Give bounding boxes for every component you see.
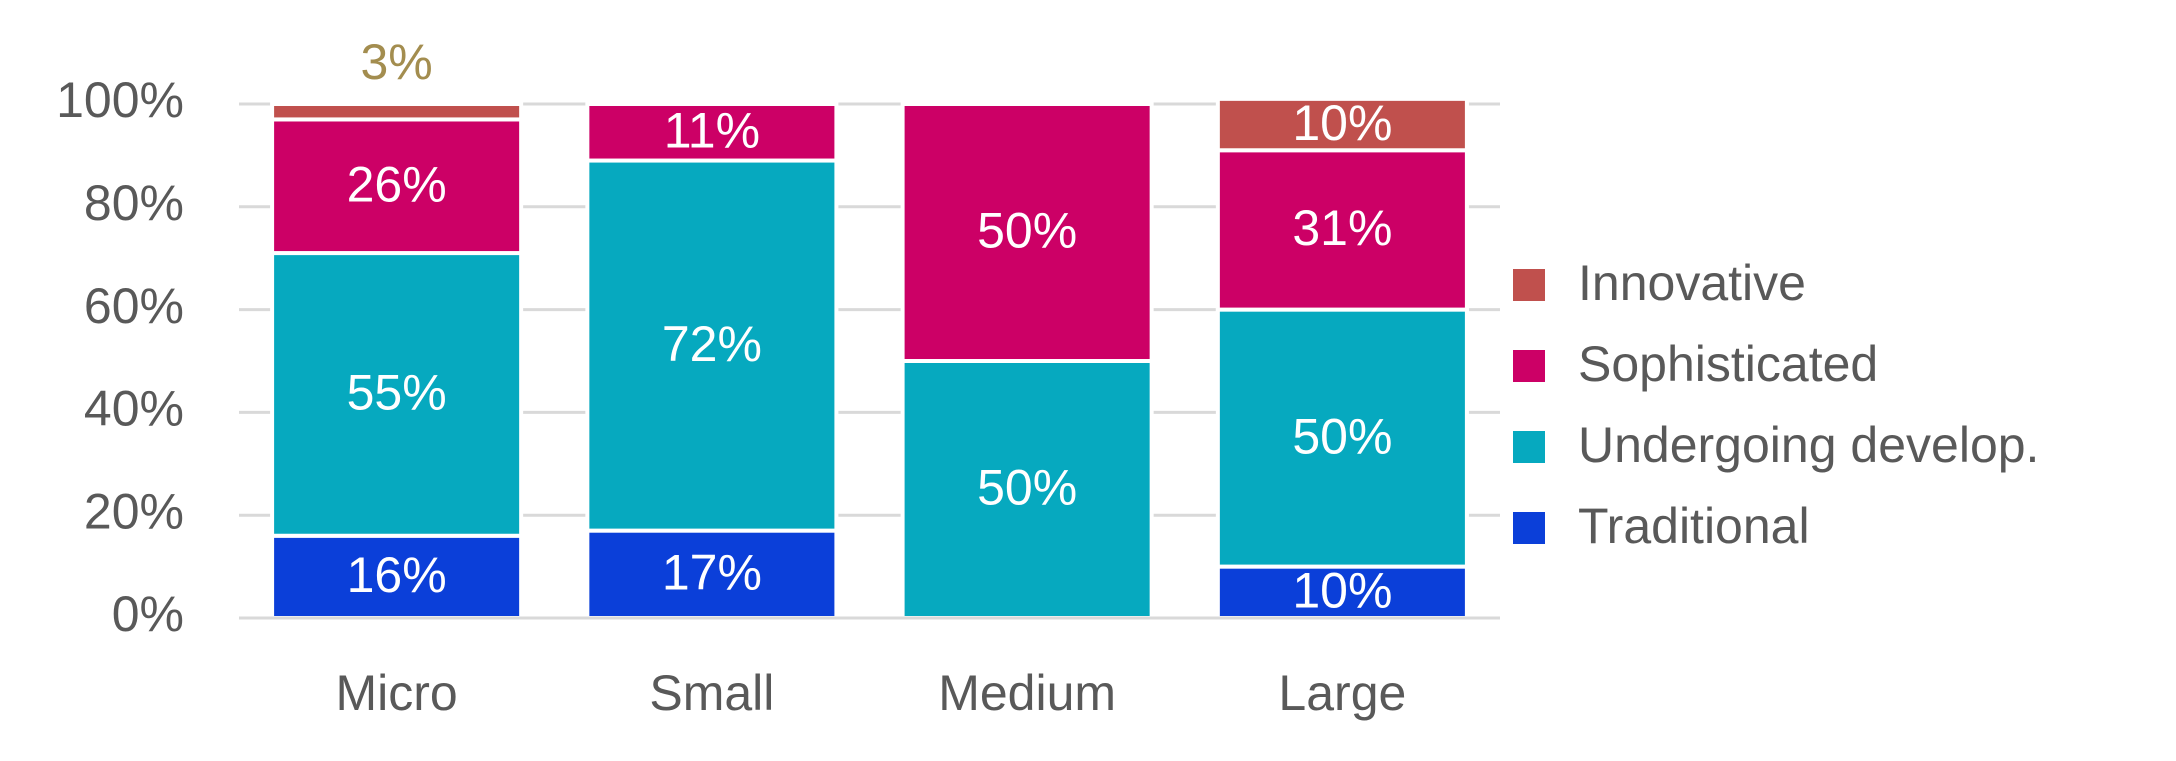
bar-segment	[270, 251, 524, 538]
data-label: 16%	[347, 547, 447, 603]
legend-label: Sophisticated	[1578, 336, 1878, 392]
data-label: 17%	[662, 545, 762, 601]
y-tick-label: 80%	[84, 175, 184, 231]
y-tick-label: 20%	[84, 483, 184, 539]
data-label: 10%	[1292, 95, 1392, 151]
bar-segment	[270, 117, 524, 256]
legend-swatch	[1513, 512, 1545, 544]
legend-swatch	[1513, 431, 1545, 463]
legend-swatch	[1513, 350, 1545, 382]
y-tick-label: 40%	[84, 381, 184, 437]
data-label: 50%	[1292, 408, 1392, 464]
data-label: 10%	[1292, 563, 1392, 619]
legend-label: Undergoing develop.	[1578, 417, 2039, 473]
data-label: 72%	[662, 316, 762, 372]
data-label: 55%	[347, 365, 447, 421]
bar-segment	[270, 102, 524, 122]
bar-segment	[900, 102, 1154, 363]
y-tick-label: 100%	[56, 72, 184, 128]
data-label: 11%	[664, 102, 760, 158]
data-label: 26%	[347, 156, 447, 212]
legend-swatch	[1513, 269, 1545, 301]
x-tick-label: Small	[649, 665, 774, 721]
legend-label: Traditional	[1578, 498, 1810, 554]
y-tick-label: 0%	[112, 586, 184, 642]
data-label: 50%	[977, 460, 1077, 516]
data-label: 50%	[977, 203, 1077, 259]
bar-segment	[585, 102, 839, 163]
data-label: 31%	[1292, 200, 1392, 256]
bar-segment	[900, 359, 1154, 620]
bar-segment	[1215, 96, 1469, 153]
x-tick-label: Medium	[938, 665, 1116, 721]
legend-label: Innovative	[1578, 255, 1806, 311]
bar-segment	[1215, 148, 1469, 312]
x-tick-label: Micro	[336, 665, 458, 721]
bar-segment	[1215, 307, 1469, 569]
x-tick-label: Large	[1278, 665, 1406, 721]
y-tick-label: 60%	[84, 278, 184, 334]
bar-segment	[585, 158, 839, 533]
data-label: 3%	[360, 34, 432, 90]
